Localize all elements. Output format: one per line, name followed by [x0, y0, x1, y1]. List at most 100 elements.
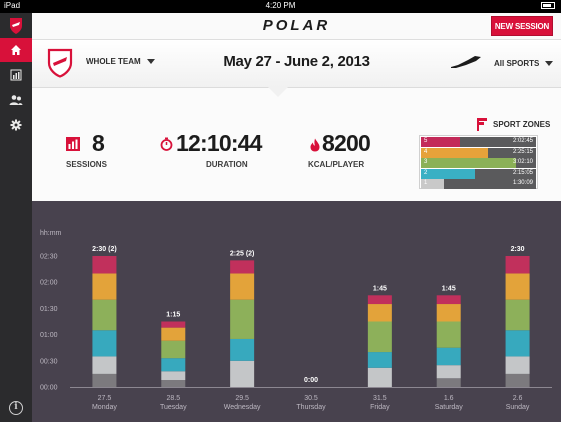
x-tick-date: 1.6	[444, 395, 454, 402]
sidebar: i	[0, 13, 32, 422]
bar-segment	[505, 299, 530, 331]
sessions-value: 8	[92, 130, 105, 156]
bar-segment	[505, 273, 530, 300]
y-tick-label: 02:00	[40, 280, 58, 287]
team-dropdown-label: WHOLE TEAM	[86, 57, 141, 66]
bar-value-label: 1:45	[442, 285, 456, 292]
flag-icon	[477, 118, 487, 131]
bar-chart-icon	[66, 137, 80, 151]
bar-segment	[367, 304, 392, 322]
bar-segment	[230, 260, 255, 274]
sidebar-item-reports[interactable]	[0, 63, 32, 87]
sport-zone-bar	[421, 168, 476, 179]
sidebar-item-settings[interactable]	[0, 113, 32, 137]
sport-zone-bar	[421, 158, 517, 168]
bar-segment	[161, 340, 186, 359]
bar-value-label: 2:25 (2)	[230, 250, 255, 257]
sport-zones-label: SPORT ZONES	[493, 120, 551, 129]
bar-segment	[367, 295, 392, 305]
x-tick-day: Sunday	[506, 404, 530, 411]
bar-segment	[92, 356, 117, 374]
info-icon[interactable]: i	[9, 401, 23, 415]
x-tick-date: 27.5	[98, 395, 112, 402]
gear-icon	[10, 119, 22, 131]
bar-segment	[505, 330, 530, 357]
chevron-down-icon	[545, 61, 554, 66]
y-tick-label: 02:30	[40, 254, 58, 261]
sport-zone-time: 3:02:10	[512, 159, 533, 165]
x-tick-day: Saturday	[435, 404, 464, 411]
bar-segment	[230, 360, 255, 387]
sport-zone-number: 4	[424, 148, 428, 155]
bar-segment	[161, 321, 186, 328]
team-dropdown[interactable]: WHOLE TEAM	[86, 57, 155, 66]
sport-zone-row: 3 3:02:10	[421, 158, 536, 168]
chevron-down-icon	[146, 59, 155, 64]
sport-zone-row: 4 2:25:15	[421, 147, 536, 158]
ios-status-bar: iPad 4:20 PM	[0, 0, 561, 13]
kcal-label: KCAL/PLAYER	[308, 160, 365, 169]
stacked-bar-chart: hh:mm 00:00 00:30 01:00 01:30 02:00 02:30 2:30 …	[40, 230, 552, 411]
bar-segment	[436, 365, 461, 379]
bar-segment	[161, 380, 186, 387]
sport-zone-number: 3	[424, 159, 428, 165]
bar-value-label: 1:15	[166, 312, 180, 319]
sport-zones-list: 5 2:02:45 4 2:25:15 3 3:02:10 2 2:15:05 1 1:30:09	[419, 135, 538, 189]
home-icon	[11, 45, 21, 55]
bar-segment	[92, 299, 117, 331]
bar-value-label: 1:45	[373, 285, 387, 292]
bar-segment	[161, 327, 186, 341]
x-tick-date: 31.5	[373, 395, 387, 402]
sport-zone-number: 5	[424, 138, 428, 144]
sessions-label: SESSIONS	[66, 160, 107, 169]
clock: 4:20 PM	[265, 1, 296, 10]
duration-value: 12:10:44	[176, 130, 262, 156]
bar-chart-icon	[10, 69, 22, 81]
bar-segment	[505, 373, 530, 387]
team-shield-icon	[47, 48, 73, 78]
polar-shield-icon[interactable]	[8, 17, 24, 35]
running-shoe-icon	[451, 56, 481, 68]
sport-zone-row: 2 2:15:05	[421, 168, 536, 179]
bar-segment	[367, 367, 392, 387]
flame-icon	[310, 138, 320, 152]
x-tick-date: 30.5	[304, 395, 318, 402]
bar-segment	[92, 273, 117, 300]
x-tick-day: Friday	[370, 404, 390, 411]
sport-dropdown[interactable]: All SPORTS	[494, 59, 554, 68]
bar-segment	[436, 378, 461, 387]
sport-zone-time: 2:25:15	[512, 148, 533, 155]
sidebar-item-team[interactable]	[0, 88, 32, 112]
sport-zone-number: 1	[424, 180, 428, 186]
x-tick-day: Monday	[92, 404, 117, 411]
bar-segment	[161, 358, 186, 372]
sport-zone-row: 5 2:02:45	[421, 137, 536, 147]
bar-segment	[505, 256, 530, 274]
duration-label: DURATION	[206, 160, 248, 169]
filter-bar: WHOLE TEAM May 27 - June 2, 2013 All SPO…	[32, 40, 561, 88]
y-axis-label: hh:mm	[40, 230, 62, 237]
y-tick-label: 00:00	[40, 385, 58, 392]
new-session-button[interactable]: NEW SESSION	[491, 16, 553, 36]
date-range[interactable]: May 27 - June 2, 2013	[223, 53, 370, 70]
kcal-value: 8200	[322, 130, 371, 156]
bar-segment	[436, 321, 461, 348]
sport-dropdown-label: All SPORTS	[494, 59, 540, 68]
sport-zone-time: 1:30:09	[512, 180, 533, 186]
sport-zone-time: 2:02:45	[512, 138, 533, 144]
bar-value-label: 0:00	[304, 377, 318, 384]
sidebar-item-home[interactable]	[0, 38, 32, 62]
app-header: POLAR NEW SESSION	[32, 13, 561, 40]
polar-logo: POLAR	[262, 17, 331, 34]
stats-panel: 8 SESSIONS 12:10:44 DURATION 8200 KCAL/P…	[32, 88, 561, 201]
bar-segment	[92, 330, 117, 357]
bar-value-label: 2:30	[511, 246, 525, 253]
sport-zone-number: 2	[424, 169, 428, 176]
stopwatch-icon	[160, 137, 173, 151]
bar-segment	[92, 256, 117, 274]
bar-segment	[436, 304, 461, 322]
x-tick-day: Thursday	[296, 404, 326, 411]
team-icon	[9, 95, 23, 105]
weekly-chart: hh:mm 00:00 00:30 01:00 01:30 02:00 02:30 2:30 …	[32, 201, 561, 422]
bar-segment	[436, 295, 461, 305]
